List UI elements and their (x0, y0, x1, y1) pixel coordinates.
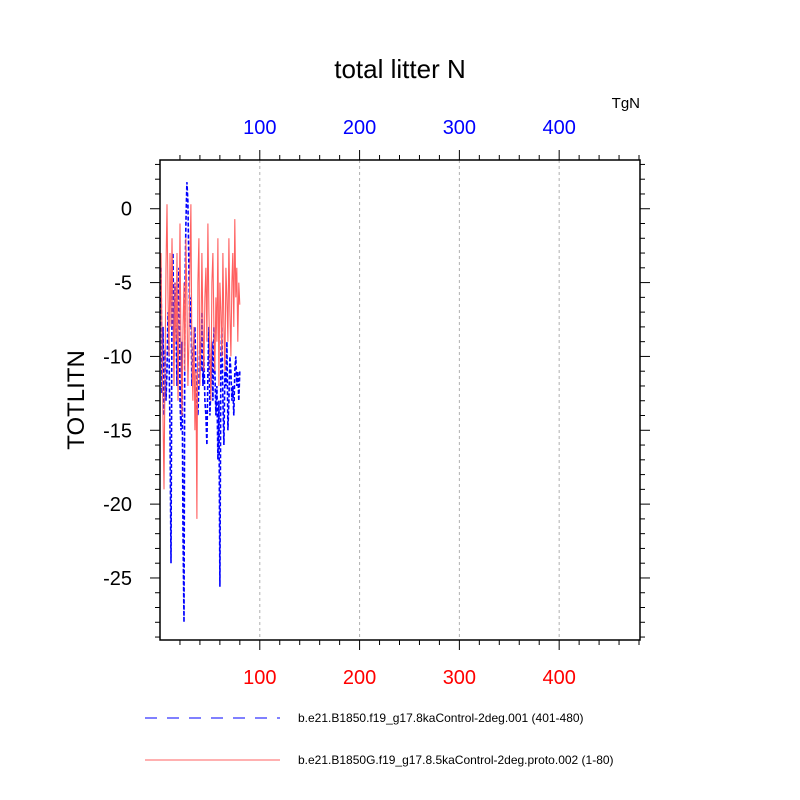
legend-label-2: b.e21.B1850G.f19_g17.8.5kaControl-2deg.p… (298, 753, 614, 767)
x-tick-label-bottom: 300 (443, 667, 476, 689)
y-tick-label: -5 (114, 273, 132, 295)
x-tick-label-top: 300 (443, 117, 476, 139)
series-line-2 (160, 204, 241, 519)
y-tick-label: -20 (103, 494, 132, 516)
y-tick-label: -25 (103, 568, 132, 590)
tick-layer: 100 100 200 200 300 300 400 400 0 -5 -10 -15 -20 -25 (103, 117, 650, 689)
chart-title: total litter N (334, 54, 466, 84)
series-layer (160, 182, 241, 623)
x-tick-label-top: 200 (343, 117, 376, 139)
y-tick-label: 0 (121, 199, 132, 221)
x-tick-label-top: 100 (243, 117, 276, 139)
x-tick-label-top: 400 (542, 117, 575, 139)
x-tick-label-bottom: 100 (243, 667, 276, 689)
y-axis-label: TOTLITN (63, 350, 90, 450)
y-tick-label: -10 (103, 346, 132, 368)
x-tick-label-bottom: 200 (343, 667, 376, 689)
units-label: TgN (612, 95, 640, 112)
series-line-1 (160, 182, 241, 623)
legend-label-1: b.e21.B1850.f19_g17.8kaControl-2deg.001 … (298, 711, 584, 725)
legend: b.e21.B1850.f19_g17.8kaControl-2deg.001 … (145, 711, 614, 767)
y-tick-label: -15 (103, 420, 132, 442)
x-tick-label-bottom: 400 (542, 667, 575, 689)
grid-layer (259, 160, 560, 640)
